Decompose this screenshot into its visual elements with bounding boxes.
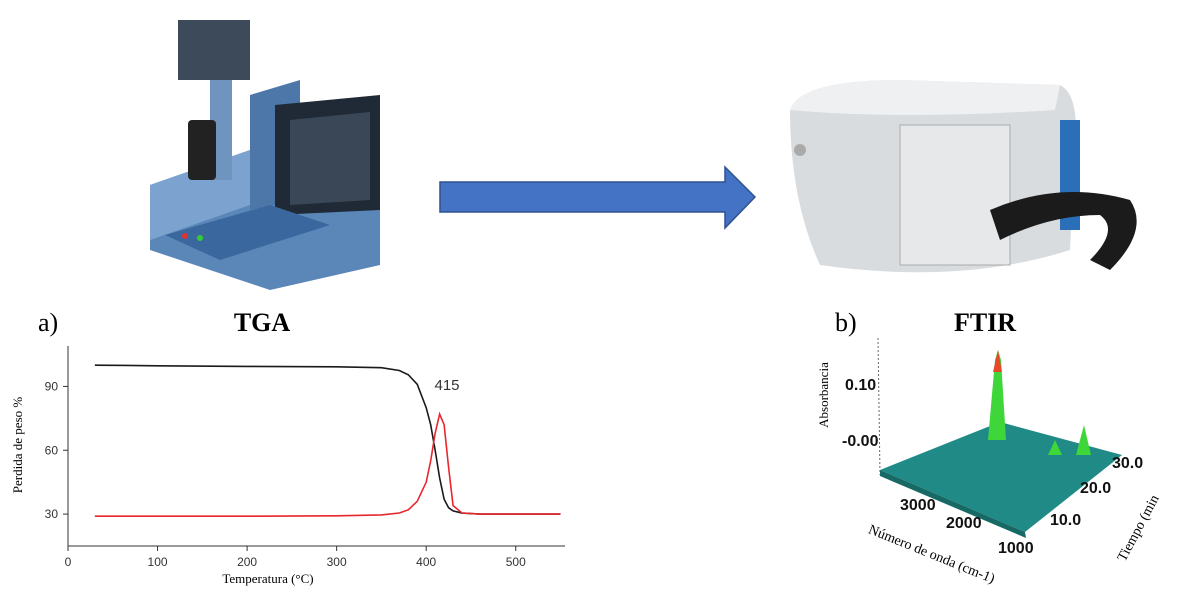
y-axis-label: Absorbancia: [816, 362, 831, 428]
series-line: [95, 414, 561, 516]
x-tick-label: 400: [416, 555, 436, 569]
tga-chart: Temperatura (°C) Perdida de peso % 0 100 2…: [10, 346, 565, 586]
ftir-plot: Absorbancia 0.10 -0.00 3000 2000 1000 Nú…: [816, 338, 1163, 587]
series-line: [95, 365, 561, 514]
z-axis-label: Tiempo (min: [1115, 493, 1163, 564]
axis: [878, 338, 880, 475]
panel-label: b): [835, 308, 857, 337]
panel-label: a): [38, 308, 58, 337]
instrument-label: FTIR: [954, 308, 1016, 337]
z-tick-label: 20.0: [1080, 480, 1111, 497]
figure: a) TGA b) FTIR Temperatura (°C) Perdida …: [0, 0, 1178, 592]
y-axis-label: Perdida de peso %: [10, 397, 25, 494]
y-tick-label: 30: [45, 507, 59, 521]
x-tick-label: 300: [327, 555, 347, 569]
y-tick-label: 0.10: [845, 377, 876, 394]
z-tick-label: 10.0: [1050, 512, 1081, 529]
z-tick-label: 30.0: [1112, 455, 1143, 472]
tga-instrument: [150, 20, 380, 290]
y-tick-label: 90: [45, 379, 59, 393]
instrument-label: TGA: [234, 308, 291, 337]
x-tick-label: 1000: [998, 540, 1034, 557]
x-axis-label: Número de onda (cm-1): [866, 523, 997, 588]
y-tick-label: -0.00: [842, 433, 879, 450]
ftir-instrument: [790, 80, 1137, 272]
x-tick-label: 200: [237, 555, 257, 569]
x-tick-label: 500: [506, 555, 526, 569]
peak: [1076, 425, 1091, 455]
x-tick-label: 3000: [900, 497, 936, 514]
x-axis-label: Temperatura (°C): [222, 571, 313, 586]
x-tick-label: 0: [65, 555, 72, 569]
x-tick-label: 100: [148, 555, 168, 569]
annotation: 415: [434, 377, 459, 394]
y-tick-label: 60: [45, 443, 59, 457]
arrow: [440, 167, 755, 228]
x-tick-label: 2000: [946, 515, 982, 532]
